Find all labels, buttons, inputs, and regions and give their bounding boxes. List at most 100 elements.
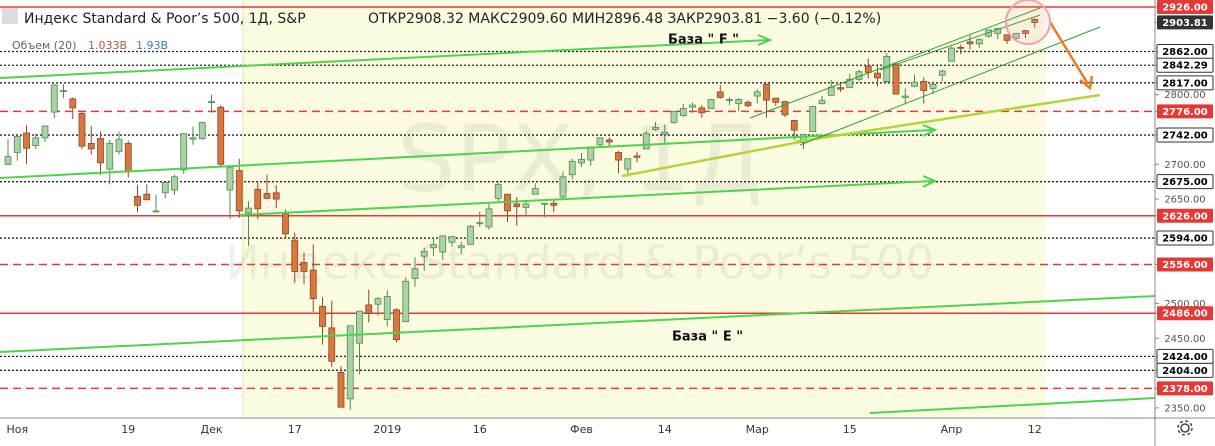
trend-line bbox=[794, 93, 1101, 144]
y-tick-label: 2404.00 bbox=[1162, 366, 1208, 377]
trend-line bbox=[0, 295, 1156, 353]
candle-body bbox=[911, 81, 918, 87]
candle-body bbox=[106, 142, 114, 170]
candle-body bbox=[975, 39, 983, 45]
candle-body bbox=[605, 139, 613, 143]
candle-body bbox=[134, 195, 141, 206]
candle-body bbox=[346, 325, 354, 400]
candle-body bbox=[374, 298, 382, 305]
candle-body bbox=[790, 120, 798, 131]
candle-body bbox=[642, 133, 650, 150]
candle-body bbox=[383, 296, 391, 320]
settings-icon-core bbox=[1180, 423, 1190, 433]
y-tick-label: 2700.00 bbox=[1164, 160, 1205, 171]
candle-body bbox=[772, 97, 780, 103]
candle-body bbox=[531, 188, 539, 195]
candle-body bbox=[809, 106, 817, 132]
candle-body bbox=[115, 138, 123, 153]
candle-body bbox=[337, 372, 345, 408]
candle-body bbox=[171, 176, 178, 191]
candle-body bbox=[1012, 33, 1020, 39]
candle-body bbox=[920, 81, 928, 91]
y-tick-label: 2800.00 bbox=[1164, 90, 1205, 101]
candle-body bbox=[402, 280, 410, 322]
x-tick-label: Мар bbox=[746, 423, 769, 436]
y-tick-label: 2842.29 bbox=[1162, 61, 1208, 72]
tick-box bbox=[1157, 257, 1213, 272]
tick-box bbox=[1157, 381, 1213, 396]
candle-body bbox=[938, 70, 946, 76]
candle-body bbox=[494, 184, 502, 199]
candle-body bbox=[661, 131, 669, 135]
tick-box bbox=[1157, 306, 1213, 321]
candle-body bbox=[23, 132, 30, 149]
y-tick-label: 2594.00 bbox=[1162, 234, 1208, 245]
candle-body bbox=[689, 104, 696, 108]
x-tick-label: 16 bbox=[473, 423, 487, 436]
candle-body bbox=[763, 83, 770, 101]
candle-body bbox=[430, 243, 437, 249]
candle-body bbox=[198, 122, 206, 139]
tick-box bbox=[1156, 362, 1214, 378]
candle-body bbox=[245, 207, 252, 214]
candle-body bbox=[189, 137, 197, 140]
y-tick-label: 2450.00 bbox=[1164, 334, 1205, 345]
y-tick-label: 2776.00 bbox=[1162, 107, 1208, 118]
annotation: База " E " bbox=[672, 330, 743, 345]
candle-body bbox=[744, 101, 752, 107]
candle-body bbox=[50, 84, 58, 113]
trend-line bbox=[0, 39, 769, 79]
trend-line bbox=[621, 140, 801, 178]
y-tick-label: 2742.00 bbox=[1162, 131, 1208, 142]
candle-body bbox=[393, 309, 400, 341]
trend-lines bbox=[0, 0, 1156, 414]
candle-body bbox=[467, 225, 474, 245]
x-tick-label: Ноя bbox=[6, 423, 28, 436]
chart-title: Индекс Standard & Poor’s 500, 1Д, S&P bbox=[24, 11, 306, 27]
candle-body bbox=[4, 156, 12, 165]
candle-body bbox=[679, 108, 687, 116]
channel-line bbox=[879, 14, 1041, 71]
candle-body bbox=[957, 46, 965, 49]
candle-body bbox=[753, 91, 761, 97]
arrow-head bbox=[922, 175, 938, 188]
y-tick-label: 2817.00 bbox=[1162, 78, 1208, 89]
candle-body bbox=[818, 99, 826, 105]
candle-body bbox=[587, 146, 595, 161]
candle-body bbox=[217, 106, 225, 165]
candle-body bbox=[291, 239, 299, 272]
candle-body bbox=[420, 250, 428, 257]
tick-box bbox=[1156, 174, 1214, 190]
candle-body bbox=[670, 110, 678, 123]
candle-body bbox=[550, 202, 558, 206]
y-axis: 2926.00 2903.81 2862.00 2842.29 2817.002800.… bbox=[1155, 0, 1214, 414]
settings-icon-teeth bbox=[1177, 420, 1193, 436]
arrow-head bbox=[922, 124, 938, 137]
x-axis: Ноя 19 Дек 17 2019 16 Фев 14 Мар 15 Апр 12 bbox=[6, 423, 1041, 436]
arrow-head bbox=[757, 34, 773, 46]
x-tick-label: 15 bbox=[843, 423, 857, 436]
candle-body bbox=[272, 192, 280, 200]
y-tick-label: 2350.00 bbox=[1164, 403, 1205, 414]
candle-body bbox=[13, 136, 21, 153]
candle-body bbox=[309, 269, 317, 300]
candle-body bbox=[578, 159, 585, 164]
candles bbox=[4, 18, 1039, 410]
ohlc-text: ОТКР2908.32 МАКС2909.60 МИН2896.48 ЗАКР2… bbox=[368, 11, 881, 27]
candle-body bbox=[124, 142, 132, 172]
candle-body bbox=[254, 188, 262, 210]
trend-line bbox=[239, 180, 934, 216]
candle-body bbox=[966, 41, 974, 45]
settings-icon[interactable] bbox=[1177, 420, 1193, 436]
candle-body bbox=[846, 78, 854, 89]
candle-body bbox=[226, 167, 234, 191]
tick-box bbox=[1156, 127, 1214, 143]
candle-body bbox=[143, 193, 151, 201]
candle-body bbox=[652, 126, 659, 130]
tick-box bbox=[1157, 104, 1213, 119]
y-tick-label: 2903.81 bbox=[1162, 18, 1208, 29]
candle-body bbox=[892, 63, 900, 95]
candle-body bbox=[698, 107, 706, 114]
candle-body bbox=[485, 208, 493, 228]
